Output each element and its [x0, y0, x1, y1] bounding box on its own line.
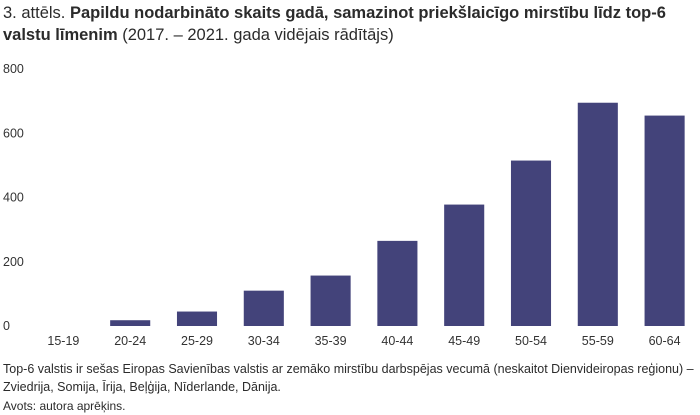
- x-tick-label: 45-49: [448, 334, 480, 348]
- y-tick-label: 200: [3, 255, 24, 269]
- x-tick-label: 60-64: [649, 334, 681, 348]
- y-tick-label: 800: [3, 62, 24, 76]
- title-main: Papildu nodarbināto skaits gadā, samazin…: [3, 4, 666, 44]
- x-tick-label: 25-29: [181, 334, 213, 348]
- bar: [310, 275, 351, 326]
- bar: [243, 290, 284, 326]
- y-tick-label: 600: [3, 126, 24, 140]
- bar: [176, 311, 218, 326]
- bar: [444, 204, 485, 326]
- y-axis: 0 200 400 600 800: [3, 62, 24, 333]
- bar: [577, 102, 618, 326]
- bar: [510, 160, 552, 326]
- x-tick-label: 15-19: [47, 334, 79, 348]
- title-prefix: 3. attēls.: [3, 4, 70, 22]
- chart-source: Avots: autora aprēķins.: [3, 399, 126, 413]
- x-tick-label: 35-39: [315, 334, 347, 348]
- bar: [110, 320, 151, 326]
- x-axis: 15-19 20-24 25-29 30-34 35-39 40-44 45-49 50-54…: [47, 334, 680, 348]
- x-tick-label: 30-34: [248, 334, 280, 348]
- bar-chart: 0 200 400 600 800 15-19 20-24 25-29 30-34 35-39 4…: [3, 62, 685, 348]
- x-tick-label: 20-24: [114, 334, 146, 348]
- chart-note: Top-6 valstis ir sešas Eiropas Savienība…: [3, 362, 694, 394]
- y-tick-label: 400: [3, 191, 24, 205]
- x-tick-label: 50-54: [515, 334, 547, 348]
- y-tick-label: 0: [3, 319, 10, 333]
- chart-title: 3. attēls. Papildu nodarbināto skaits ga…: [3, 2, 693, 46]
- bar: [377, 240, 418, 326]
- bar: [644, 115, 685, 326]
- x-tick-label: 55-59: [582, 334, 614, 348]
- bars: [110, 102, 685, 326]
- x-tick-label: 40-44: [381, 334, 413, 348]
- title-suffix: (2017. – 2021. gada vidējais rādītājs): [117, 26, 394, 44]
